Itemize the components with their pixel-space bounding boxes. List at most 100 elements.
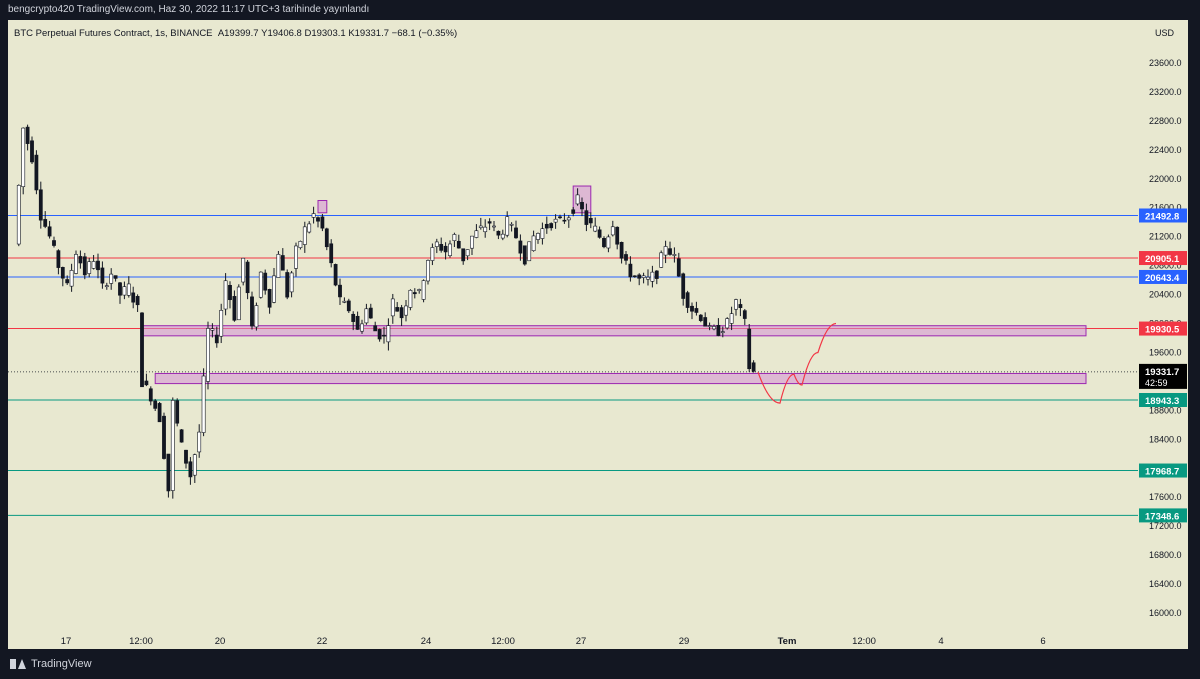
candle-down — [637, 274, 642, 279]
price-level-label: 20905.1 — [1145, 254, 1180, 265]
candle-down — [175, 400, 180, 424]
candle-down — [558, 216, 562, 219]
candle-down — [615, 226, 620, 245]
candle-down — [685, 292, 690, 308]
candle-up — [725, 318, 730, 329]
price-level-badge — [1139, 508, 1187, 523]
candle-down — [514, 227, 518, 239]
candle-up — [236, 286, 241, 321]
candle-up — [404, 305, 408, 316]
candle-down — [355, 315, 360, 330]
candle-down — [30, 140, 34, 163]
price-level-label: 18943.3 — [1145, 396, 1179, 407]
candle-up — [69, 270, 74, 287]
last-price-label: 19331.7 — [1145, 367, 1179, 378]
candle-down — [52, 240, 56, 246]
candle-up — [219, 310, 224, 337]
candle-down — [333, 264, 338, 286]
candle-up — [289, 272, 294, 293]
candle-up — [307, 223, 312, 233]
candle-down — [232, 296, 237, 321]
candle-up — [74, 254, 78, 274]
candle-up — [527, 241, 532, 262]
candle-up — [421, 280, 426, 300]
candle-up — [390, 298, 395, 317]
time-tick-label: 17 — [61, 636, 72, 647]
time-tick-label: 22 — [317, 636, 328, 647]
candle-down — [632, 275, 637, 278]
supply-demand-zone — [317, 200, 328, 214]
candle-down — [518, 240, 523, 254]
candle-up — [87, 261, 92, 274]
tradingview-logo[interactable]: TradingView — [10, 658, 92, 670]
price-tick-label: 20800.0 — [1149, 261, 1182, 271]
legend-high: Y19406.8 — [261, 28, 302, 39]
candle-down — [82, 256, 87, 276]
candle-down — [245, 261, 250, 294]
candle-up — [734, 299, 738, 310]
time-tick-label: 29 — [679, 636, 690, 647]
price-tick-label: 20400.0 — [1149, 290, 1182, 300]
price-tick-label: 22400.0 — [1149, 145, 1182, 155]
chart-area[interactable]: 23600.0 23200.0 22800.0 22400.0 22000.0 21600… — [8, 20, 1188, 649]
candle-up — [206, 328, 210, 382]
candle-up — [712, 326, 716, 330]
publish-header: bengcrypto420 TradingView.com, Haz 30, 2… — [0, 0, 1200, 20]
candle-down — [619, 241, 624, 259]
candle-down — [742, 310, 747, 319]
price-level-label: 20643.4 — [1145, 273, 1180, 284]
candle-down — [38, 189, 43, 221]
footer-bar: TradingView — [0, 649, 1200, 679]
candle-down — [184, 449, 188, 464]
legend-open: A19399.7 — [217, 28, 259, 39]
candle-up — [641, 275, 646, 278]
time-tick-label: 20 — [215, 636, 226, 647]
candle-down — [668, 248, 672, 255]
legend-close: K19331.7 — [348, 28, 389, 39]
candle-down — [56, 250, 61, 268]
candle-up — [342, 300, 347, 303]
candle-down — [166, 453, 171, 492]
candle-down — [43, 219, 48, 227]
candle-up — [536, 233, 540, 240]
candle-down — [377, 329, 382, 340]
candle-up — [210, 328, 215, 331]
candle-up — [426, 260, 430, 282]
candle-up — [122, 286, 127, 296]
candle-down — [487, 221, 492, 224]
candle-up — [646, 276, 650, 280]
candle-down — [716, 324, 721, 336]
candle-down — [214, 334, 219, 344]
price-level-label: 17348.6 — [1145, 511, 1179, 522]
candle-down — [179, 429, 184, 443]
supply-demand-zone — [154, 372, 1087, 385]
candle-down — [368, 307, 373, 319]
candle-up — [465, 249, 470, 257]
candle-down — [118, 282, 122, 296]
candle-down — [580, 201, 584, 210]
candle-down — [584, 210, 589, 225]
candle-down — [263, 272, 268, 291]
candle-up — [531, 235, 536, 252]
candle-down — [747, 328, 752, 370]
candle-down — [571, 209, 576, 214]
candle-down — [624, 254, 628, 261]
price-chart-svg[interactable]: 23600.0 23200.0 22800.0 22400.0 22000.0 21600… — [8, 20, 1188, 649]
price-tick-label: 17200.0 — [1149, 521, 1182, 531]
price-level-badge — [1139, 251, 1187, 266]
time-tick-label: 4 — [938, 636, 943, 647]
candle-up — [104, 285, 109, 288]
candle-down — [157, 403, 162, 423]
candle-down — [346, 300, 351, 312]
candle-down — [522, 245, 527, 265]
candle-up — [729, 313, 734, 324]
time-tick-label: Tem — [778, 636, 797, 647]
candle-down — [382, 334, 386, 337]
candle-down — [373, 325, 378, 332]
candle-up — [606, 236, 611, 249]
legend-change: −68.1 (−0.35%) — [391, 28, 458, 39]
candle-down — [162, 415, 166, 459]
candle-up — [452, 234, 457, 241]
candle-up — [492, 225, 496, 228]
candle-down — [549, 223, 554, 229]
